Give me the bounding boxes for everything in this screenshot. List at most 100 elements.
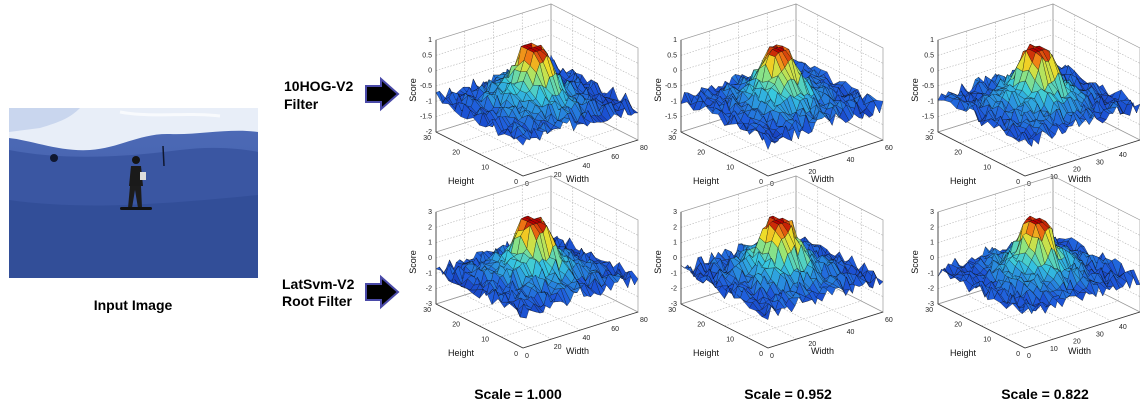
z-tick-label: 1 xyxy=(428,37,432,44)
z-tick-label: -2 xyxy=(426,286,432,293)
z-tick-label: -0.5 xyxy=(922,83,934,90)
surface-mesh xyxy=(680,215,884,320)
row-label-latsvm-line1: LatSvm-V2 xyxy=(282,276,355,292)
height-axis-title: Height xyxy=(693,348,720,358)
z-tick-label: -2 xyxy=(671,129,677,136)
height-tick-label: 0 xyxy=(514,179,518,186)
width-tick-label: 0 xyxy=(525,353,529,360)
surface-plot-latsvm-scale-0-822: 3210-1-2-3302010001020304050ScoreHeightW… xyxy=(910,175,1140,360)
width-tick-label: 60 xyxy=(885,145,893,152)
surface-plot-hog-scale-0-822: 10.50-0.5-1-1.5-2302010001020304050Score… xyxy=(910,3,1140,188)
width-tick-label: 80 xyxy=(640,145,648,152)
z-axis-title: Score xyxy=(653,78,663,102)
z-tick-label: -1 xyxy=(671,98,677,105)
z-axis-title: Score xyxy=(910,78,920,102)
z-tick-label: -2 xyxy=(928,129,934,136)
z-tick-label: -3 xyxy=(426,301,432,308)
height-axis-title: Height xyxy=(950,348,977,358)
z-tick-label: -1 xyxy=(426,98,432,105)
surface-mesh xyxy=(435,42,639,146)
width-tick-label: 30 xyxy=(1096,331,1104,338)
z-tick-label: -0.5 xyxy=(420,83,432,90)
z-axis-title: Score xyxy=(408,78,418,102)
height-tick-label: 30 xyxy=(925,307,933,314)
width-axis-title: Width xyxy=(1068,346,1091,356)
row-label-hog-line2: Filter xyxy=(284,96,319,112)
z-tick-label: -0.5 xyxy=(665,83,677,90)
z-tick-label: 0.5 xyxy=(924,52,934,59)
height-tick-label: 30 xyxy=(423,307,431,314)
z-axis-title: Score xyxy=(653,250,663,274)
z-tick-label: 1 xyxy=(930,37,934,44)
width-tick-label: 0 xyxy=(770,353,774,360)
z-tick-label: 2 xyxy=(930,224,934,231)
height-tick-label: 30 xyxy=(668,135,676,142)
width-tick-label: 20 xyxy=(1073,167,1081,174)
input-image-caption: Input Image xyxy=(94,297,173,313)
width-tick-label: 0 xyxy=(1027,353,1031,360)
z-tick-label: 0 xyxy=(930,255,934,262)
z-tick-label: 0 xyxy=(673,255,677,262)
width-tick-label: 40 xyxy=(847,157,855,164)
height-tick-label: 20 xyxy=(697,150,705,157)
scale-label-0-822: Scale = 0.822 xyxy=(1001,386,1089,401)
z-tick-label: 1 xyxy=(428,240,432,247)
width-tick-label: 0 xyxy=(1027,181,1031,188)
scale-label-0-952: Scale = 0.952 xyxy=(744,386,832,401)
width-axis-title: Width xyxy=(811,346,834,356)
z-tick-label: 0 xyxy=(673,68,677,75)
width-tick-label: 40 xyxy=(847,329,855,336)
width-tick-label: 40 xyxy=(1119,152,1127,159)
z-tick-label: 0.5 xyxy=(422,52,432,59)
z-tick-label: -3 xyxy=(928,301,934,308)
width-axis-title: Width xyxy=(566,346,589,356)
z-tick-label: -2 xyxy=(928,286,934,293)
z-axis-title: Score xyxy=(910,250,920,274)
z-tick-label: 3 xyxy=(930,209,934,216)
z-tick-label: -3 xyxy=(671,301,677,308)
height-axis-title: Height xyxy=(448,348,475,358)
width-tick-label: 20 xyxy=(554,344,562,351)
snowboarder xyxy=(120,156,152,210)
width-tick-label: 60 xyxy=(611,326,619,333)
z-tick-label: 0 xyxy=(930,68,934,75)
row-label-latsvm-line2: Root Filter xyxy=(282,293,353,309)
width-axis-title: Width xyxy=(811,174,834,184)
z-tick-label: 1 xyxy=(930,240,934,247)
height-tick-label: 0 xyxy=(514,351,518,358)
width-tick-label: 20 xyxy=(808,169,816,176)
height-tick-label: 20 xyxy=(954,150,962,157)
z-tick-label: 3 xyxy=(428,209,432,216)
height-tick-label: 10 xyxy=(726,336,734,343)
height-tick-label: 30 xyxy=(423,135,431,142)
height-tick-label: 30 xyxy=(668,307,676,314)
z-tick-label: -2 xyxy=(426,129,432,136)
height-tick-label: 10 xyxy=(481,164,489,171)
width-tick-label: 30 xyxy=(1096,159,1104,166)
z-tick-label: -1 xyxy=(426,270,432,277)
input-photo xyxy=(9,108,258,278)
z-tick-label: 3 xyxy=(673,209,677,216)
z-tick-label: 0 xyxy=(428,68,432,75)
height-axis-title: Height xyxy=(448,176,475,186)
height-tick-label: 0 xyxy=(1016,351,1020,358)
width-tick-label: 20 xyxy=(554,172,562,179)
height-tick-label: 30 xyxy=(925,135,933,142)
height-axis-title: Height xyxy=(950,176,977,186)
width-tick-label: 10 xyxy=(1050,346,1058,353)
surface-mesh xyxy=(937,215,1140,315)
z-tick-label: -1 xyxy=(671,270,677,277)
z-tick-label: 1 xyxy=(673,240,677,247)
height-tick-label: 20 xyxy=(452,150,460,157)
height-tick-label: 10 xyxy=(726,164,734,171)
z-tick-label: -1.5 xyxy=(922,114,934,121)
arrow-right-icon xyxy=(365,76,400,112)
z-tick-label: 0 xyxy=(428,255,432,262)
z-tick-label: 1 xyxy=(673,37,677,44)
width-axis-title: Width xyxy=(566,174,589,184)
